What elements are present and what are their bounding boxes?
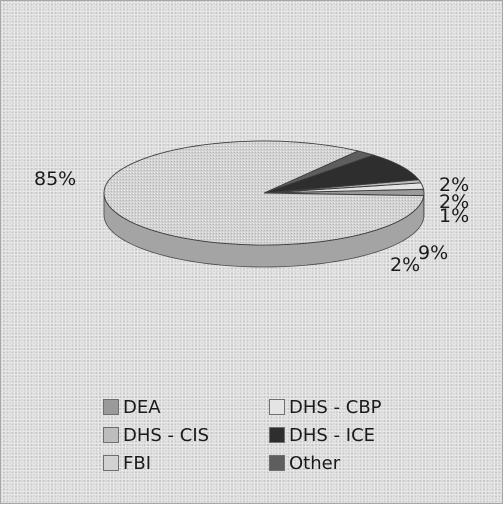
legend-item-fbi: FBI bbox=[103, 451, 269, 475]
legend-swatch-other bbox=[269, 455, 285, 471]
legend-swatch-dhs-cbp bbox=[269, 399, 285, 415]
legend-item-dhs-cis: DHS - CIS bbox=[103, 423, 269, 447]
data-label-dhs-ice: 9% bbox=[418, 242, 448, 264]
legend-swatch-fbi bbox=[103, 455, 119, 471]
legend-swatch-dhs-ice bbox=[269, 427, 285, 443]
legend-swatch-dhs-cis bbox=[103, 427, 119, 443]
legend-label-other: Other bbox=[289, 453, 340, 474]
data-label-other: 2% bbox=[390, 254, 420, 276]
data-label-dhs-cis: 1% bbox=[439, 205, 469, 227]
legend-item-dhs-ice: DHS - ICE bbox=[269, 423, 439, 447]
legend-label-dhs-cis: DHS - CIS bbox=[123, 425, 209, 446]
legend-label-dhs-ice: DHS - ICE bbox=[289, 425, 375, 446]
legend-item-other: Other bbox=[269, 451, 439, 475]
legend-item-dea: DEA bbox=[103, 395, 269, 419]
legend-swatch-dea bbox=[103, 399, 119, 415]
legend-label-dhs-cbp: DHS - CBP bbox=[289, 397, 382, 418]
legend-label-fbi: FBI bbox=[123, 453, 151, 474]
legend-item-dhs-cbp: DHS - CBP bbox=[269, 395, 439, 419]
chart-legend: DEA DHS - CBP DHS - CIS DHS - ICE FBI Ot… bbox=[103, 395, 439, 475]
data-label-fbi: 85% bbox=[34, 168, 76, 190]
legend-label-dea: DEA bbox=[123, 397, 161, 418]
